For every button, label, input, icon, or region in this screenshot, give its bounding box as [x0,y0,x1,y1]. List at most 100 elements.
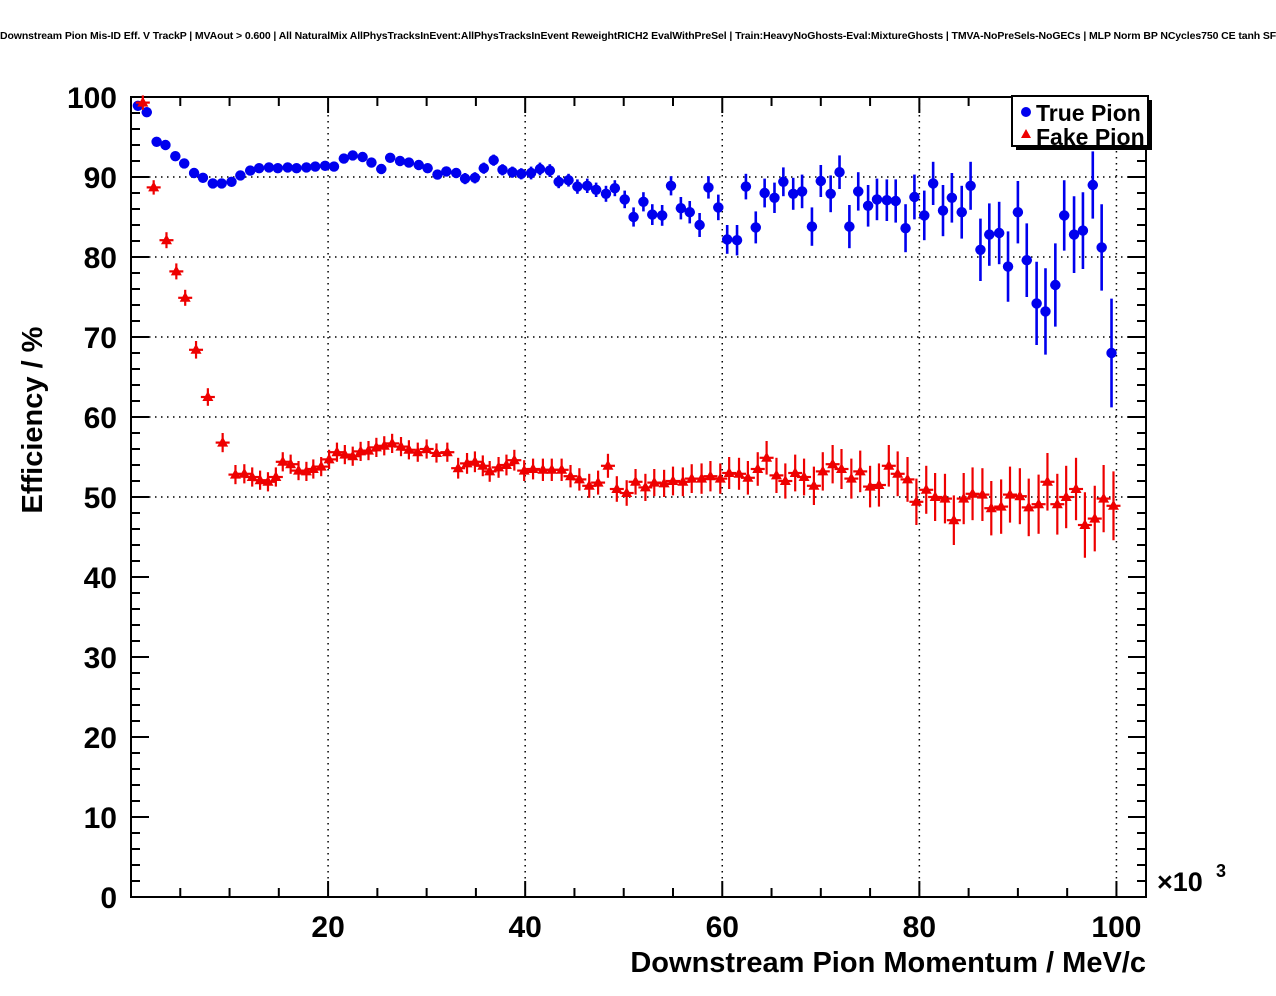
marker-circle [806,221,818,232]
data-point [740,173,752,200]
marker-circle [413,159,424,171]
marker-triangle [1023,501,1035,512]
marker-circle [956,207,967,218]
marker-circle [544,165,556,176]
marker-circle [497,164,508,175]
data-point [1002,231,1014,302]
grid-lines [131,97,1146,897]
marker-circle [338,153,350,164]
marker-triangle [556,463,568,474]
marker-circle [1002,261,1014,272]
data-point [750,452,765,486]
data-point [788,454,803,492]
marker-triangle [639,481,651,492]
marker-circle [881,195,893,206]
marker-triangle [1098,492,1110,503]
data-point [928,473,943,521]
marker-triangle [602,459,614,470]
marker-triangle [733,467,745,478]
data-point [909,174,920,220]
legend[interactable]: True Pion Fake Pion [1011,95,1152,150]
data-point [488,154,499,166]
data-point [337,445,352,465]
data-point [946,173,958,223]
marker-triangle [441,446,453,457]
data-point [216,178,227,189]
legend-marker-true-pion [1021,107,1031,117]
marker-circle [282,162,293,173]
marker-circle [441,166,452,177]
marker-triangle [723,467,735,477]
data-point [919,465,934,514]
data-point [275,452,290,472]
data-point [975,218,986,281]
data-point [384,152,396,163]
data-point [750,211,761,244]
data-point [245,165,256,176]
marker-circle [525,167,537,179]
data-point [871,178,883,221]
data-point [975,468,990,521]
x-axis-exponent-power: 3 [1216,861,1226,881]
data-point [778,167,789,197]
marker-triangle [920,483,932,494]
data-point [497,164,508,176]
data-point [394,155,406,167]
marker-circle [403,157,415,168]
marker-circle [432,169,443,180]
marker-triangle [902,473,914,484]
data-point [1031,474,1046,534]
marker-circle [384,152,396,163]
data-point [283,454,298,474]
marker-circle [170,151,181,162]
marker-triangle [315,460,327,471]
marker-triangle [148,181,160,192]
marker-triangle [238,467,250,478]
data-point [713,194,724,221]
marker-triangle [537,463,549,474]
marker-circle [572,181,583,192]
marker-circle [1031,298,1042,309]
marker-triangle [883,459,895,470]
marker-triangle [1089,512,1101,523]
marker-circle [469,172,481,183]
data-point [1106,298,1117,408]
data-point [314,457,329,477]
x-axis-title: Downstream Pion Momentum / MeV/c [630,947,1146,979]
data-point [862,185,874,227]
data-point [189,341,204,359]
marker-circle [141,107,152,118]
marker-triangle [892,467,904,478]
data-point [178,289,193,306]
data-point [675,197,687,220]
data-point [890,451,905,497]
marker-circle [245,165,256,176]
data-point [797,458,812,496]
marker-circle [684,207,695,218]
marker-triangle [752,463,764,473]
x-tick-label: 40 [508,911,541,944]
marker-triangle [995,500,1007,511]
marker-circle [1096,242,1107,253]
marker-circle [347,150,358,161]
legend-label-fake-pion: Fake Pion [1036,124,1145,150]
data-point [310,161,321,172]
data-point [900,457,915,502]
data-point [1069,457,1084,521]
marker-circle [647,209,658,220]
data-series [132,95,1121,558]
marker-circle [226,176,237,187]
marker-triangle [611,483,623,493]
data-point [769,457,784,493]
marker-circle [862,200,874,211]
marker-circle [825,188,836,199]
data-point [796,174,808,209]
marker-circle [235,170,246,181]
data-point [731,225,743,256]
axis-ticks [130,96,1146,898]
x-tick-label: 100 [1091,911,1141,944]
data-point [721,225,733,254]
marker-triangle [742,471,754,482]
data-point [413,159,424,171]
marker-circle [328,161,340,172]
